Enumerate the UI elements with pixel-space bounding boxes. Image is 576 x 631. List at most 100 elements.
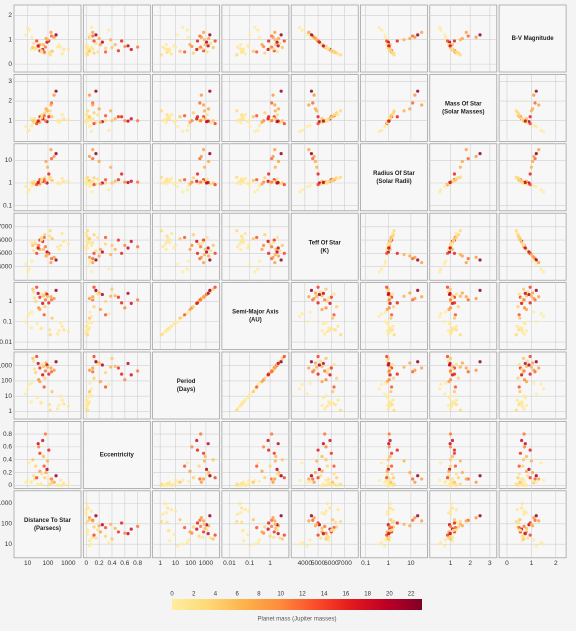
point — [26, 387, 30, 391]
point — [388, 501, 392, 506]
point — [92, 176, 96, 180]
point — [413, 93, 417, 97]
point — [54, 258, 58, 262]
point — [261, 243, 266, 247]
point — [448, 356, 453, 360]
point — [159, 333, 163, 337]
point — [103, 242, 108, 246]
panel — [82, 143, 151, 212]
point — [388, 373, 392, 377]
point — [213, 476, 217, 480]
point — [24, 480, 28, 484]
point — [387, 442, 391, 446]
point — [202, 38, 207, 42]
point — [29, 326, 33, 330]
point — [408, 291, 412, 295]
point — [316, 183, 320, 187]
point — [59, 321, 63, 325]
point — [37, 243, 41, 247]
point — [30, 310, 34, 314]
point — [272, 241, 276, 245]
panel-frame — [360, 490, 428, 559]
point — [123, 44, 127, 49]
point — [385, 251, 389, 255]
x-tick-label: 5000 — [311, 560, 326, 567]
point — [452, 448, 457, 452]
point — [309, 152, 314, 156]
point — [59, 181, 63, 185]
point — [49, 34, 54, 38]
colorbar-tick-label: 4 — [214, 592, 218, 598]
point — [328, 373, 332, 377]
point — [195, 47, 199, 52]
point — [47, 172, 51, 176]
point — [32, 117, 37, 121]
point — [402, 38, 406, 42]
point — [43, 233, 47, 237]
point — [203, 247, 207, 251]
point — [534, 360, 538, 364]
point — [32, 180, 37, 184]
point — [185, 461, 189, 465]
point — [320, 117, 324, 121]
point — [408, 524, 412, 528]
point — [183, 526, 187, 530]
point — [408, 107, 412, 111]
point — [96, 528, 100, 532]
panel — [498, 421, 567, 489]
point — [528, 285, 532, 289]
point — [43, 111, 47, 115]
point — [458, 175, 462, 179]
point — [247, 243, 251, 247]
point — [161, 181, 165, 185]
point — [270, 45, 274, 49]
point — [449, 501, 454, 506]
point — [402, 294, 406, 298]
point — [273, 459, 277, 463]
point — [275, 467, 279, 471]
point — [129, 373, 133, 377]
point — [126, 532, 130, 536]
point — [176, 262, 180, 266]
point — [453, 313, 458, 317]
point — [439, 312, 443, 316]
point — [199, 432, 203, 436]
point — [518, 326, 523, 330]
point — [323, 432, 327, 436]
colorbar-tick-label: 22 — [408, 592, 415, 598]
point — [413, 255, 417, 259]
point — [521, 287, 526, 291]
point — [529, 365, 533, 369]
point — [238, 118, 242, 122]
panel — [360, 282, 428, 350]
point — [308, 479, 312, 484]
point — [270, 101, 274, 105]
point — [321, 532, 325, 536]
point — [59, 45, 63, 49]
colorbar-tick-label: 6 — [236, 592, 240, 598]
point — [208, 41, 213, 45]
point — [416, 288, 420, 292]
y-tick-label: 0 — [8, 61, 12, 68]
panel — [290, 74, 359, 142]
point — [247, 394, 251, 398]
point — [136, 524, 140, 528]
point — [385, 359, 389, 363]
point — [271, 480, 275, 484]
point — [316, 285, 320, 289]
point — [40, 362, 44, 367]
point — [84, 403, 88, 407]
point — [91, 295, 95, 299]
point — [389, 313, 394, 317]
point — [273, 38, 277, 42]
point — [532, 310, 536, 314]
panel — [221, 490, 290, 559]
point — [521, 458, 526, 462]
point — [24, 320, 28, 324]
point — [43, 298, 48, 302]
point — [268, 464, 272, 468]
point — [173, 243, 178, 247]
point — [199, 180, 203, 184]
point — [514, 408, 518, 412]
point — [60, 483, 64, 487]
